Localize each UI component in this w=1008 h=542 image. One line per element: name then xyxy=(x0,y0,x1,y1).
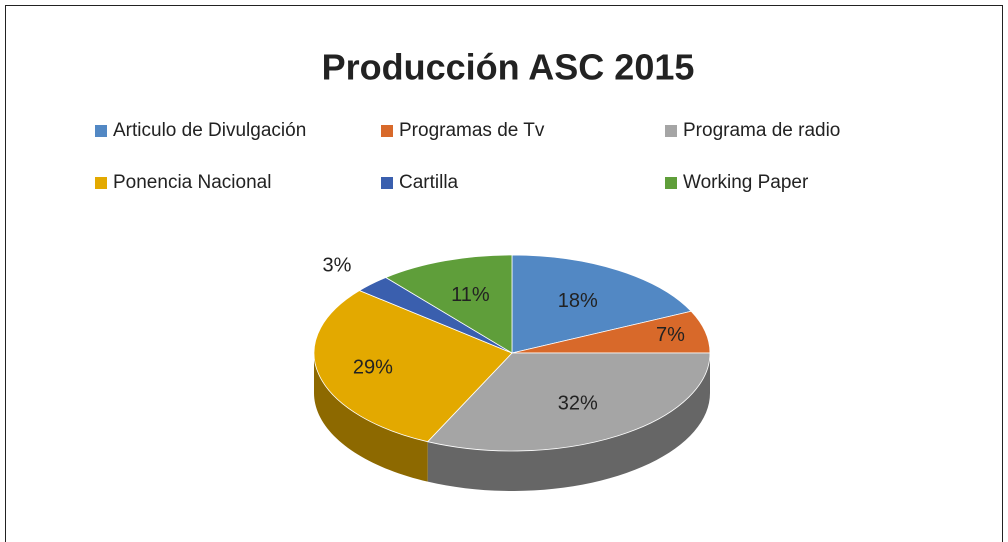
legend-label: Cartilla xyxy=(399,172,459,193)
legend-label: Programa de radio xyxy=(683,120,840,141)
pie-side xyxy=(314,353,428,482)
legend-swatch xyxy=(381,177,393,189)
data-label: 7% xyxy=(656,324,685,346)
pie-slice xyxy=(384,254,513,354)
legend-swatch xyxy=(95,177,107,189)
pie-slice xyxy=(313,290,513,443)
pie-slice xyxy=(426,352,711,452)
legend-swatch xyxy=(665,125,677,137)
legend-label: Articulo de Divulgación xyxy=(113,120,306,141)
data-label: 29% xyxy=(353,357,393,379)
legend-swatch xyxy=(665,177,677,189)
data-label: 3% xyxy=(323,255,352,277)
chart-title: Producción ASC 2015 xyxy=(322,47,695,88)
pie-side xyxy=(427,353,710,491)
legend-label: Programas de Tv xyxy=(399,120,545,141)
data-label: 11% xyxy=(451,284,490,306)
legend-label: Working Paper xyxy=(683,172,809,193)
pie-slice xyxy=(511,254,692,354)
legend-swatch xyxy=(95,125,107,137)
data-label: 32% xyxy=(558,393,598,415)
legend-swatch xyxy=(381,125,393,137)
data-label: 18% xyxy=(558,290,598,312)
legend-label: Ponencia Nacional xyxy=(113,172,271,193)
